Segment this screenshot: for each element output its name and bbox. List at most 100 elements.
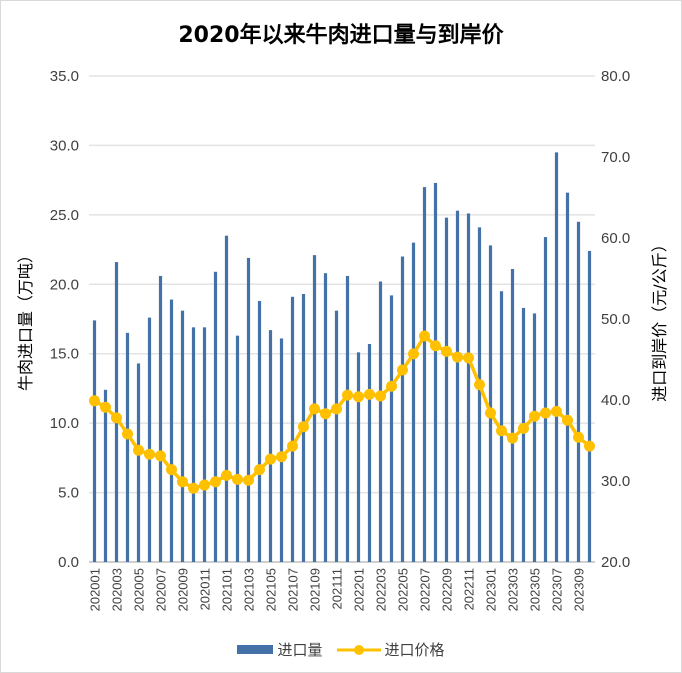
legend-label: 进口价格 xyxy=(384,641,445,659)
y-right-tick-label: 70.0 xyxy=(601,149,630,166)
bar xyxy=(334,310,339,562)
bar xyxy=(213,271,218,562)
price-point xyxy=(463,352,474,364)
x-tick-label: 202305 xyxy=(528,568,543,611)
bar xyxy=(356,352,361,562)
y-left-tick-label: 15.0 xyxy=(50,346,79,363)
x-tick-label: 202103 xyxy=(242,568,257,611)
price-point xyxy=(408,348,419,360)
y-left-tick-label: 30.0 xyxy=(50,137,79,154)
price-point xyxy=(397,364,408,376)
y-right-tick-label: 40.0 xyxy=(601,392,630,409)
price-point xyxy=(441,345,452,357)
bar xyxy=(158,275,163,562)
y-right-tick-label: 80.0 xyxy=(601,68,630,85)
legend-bar-swatch-icon xyxy=(237,645,274,654)
x-tick-label: 202307 xyxy=(550,568,565,611)
bar xyxy=(444,217,449,563)
x-tick-label: 202205 xyxy=(396,568,411,611)
x-tick-label: 202301 xyxy=(484,568,499,611)
y-left-tick-label: 0.0 xyxy=(58,554,79,571)
bar xyxy=(169,299,174,562)
bar xyxy=(202,327,207,562)
price-point xyxy=(540,407,551,419)
bar xyxy=(180,310,185,562)
y-right-tick-label: 60.0 xyxy=(601,230,630,247)
bar xyxy=(400,256,405,562)
bar xyxy=(554,152,559,562)
x-tick-label: 202201 xyxy=(352,568,367,611)
price-point xyxy=(111,412,122,424)
price-point xyxy=(122,428,133,440)
bar xyxy=(114,262,119,562)
x-tick-label: 202011 xyxy=(198,568,213,610)
price-point xyxy=(254,464,265,476)
bar xyxy=(191,327,196,562)
price-point xyxy=(496,425,507,437)
bar xyxy=(587,250,592,562)
bar xyxy=(257,300,262,562)
bar xyxy=(521,307,526,562)
bar xyxy=(411,242,416,562)
y-left-tick-label: 10.0 xyxy=(50,415,79,432)
price-point xyxy=(287,440,298,452)
price-point xyxy=(100,401,111,413)
bar xyxy=(268,330,273,562)
legend-item-price: 进口价格 xyxy=(336,639,445,660)
price-point xyxy=(177,476,188,488)
x-tick-label: 202009 xyxy=(176,568,191,611)
price-point xyxy=(507,432,518,444)
price-point xyxy=(155,450,166,462)
bar xyxy=(92,320,97,562)
y-left-tick-label: 5.0 xyxy=(58,485,79,502)
bar xyxy=(367,343,372,562)
bar xyxy=(136,363,141,562)
bar xyxy=(125,332,130,562)
bar xyxy=(433,182,438,563)
price-point xyxy=(331,403,342,415)
price-point xyxy=(199,479,210,491)
price-point xyxy=(210,476,221,488)
price-point xyxy=(529,410,540,422)
bar xyxy=(477,227,482,562)
bar xyxy=(466,213,471,562)
x-tick-label: 202003 xyxy=(110,568,125,611)
y-left-tick-label: 35.0 xyxy=(50,68,79,85)
x-tick-label: 202101 xyxy=(220,568,235,611)
price-point xyxy=(243,474,254,486)
price-point xyxy=(89,395,100,407)
bar xyxy=(147,317,152,562)
x-tick-label: 202005 xyxy=(132,568,147,611)
x-tick-label: 202303 xyxy=(506,568,521,611)
price-point xyxy=(584,440,595,452)
x-tick-label: 202203 xyxy=(374,568,389,611)
bar xyxy=(565,192,570,562)
bar xyxy=(532,313,537,562)
y-left-tick-label: 20.0 xyxy=(50,276,79,293)
bar xyxy=(488,245,493,563)
price-point xyxy=(551,405,562,417)
bar xyxy=(422,187,427,563)
y-left-axis-label: 牛肉进口量（万吨） xyxy=(16,247,35,391)
bar xyxy=(389,295,394,562)
bar xyxy=(543,237,548,562)
legend: 进口量 进口价格 xyxy=(1,639,681,660)
price-point xyxy=(265,453,276,465)
price-line xyxy=(93,334,591,491)
bar xyxy=(224,235,229,562)
x-tick-label: 202007 xyxy=(154,568,169,611)
price-point xyxy=(276,451,287,463)
x-tick-label: 202309 xyxy=(572,568,587,611)
legend-label: 进口量 xyxy=(277,641,323,659)
price-point xyxy=(562,414,573,426)
price-point xyxy=(419,330,430,342)
y-right-axis-label: 进口到岸价（元/公斤） xyxy=(650,236,669,401)
price-point xyxy=(573,431,584,443)
y-right-tick-label: 20.0 xyxy=(601,554,630,571)
price-point xyxy=(364,388,375,400)
bar xyxy=(378,281,383,562)
price-point xyxy=(133,444,144,456)
y-left-tick-label: 25.0 xyxy=(50,207,79,224)
